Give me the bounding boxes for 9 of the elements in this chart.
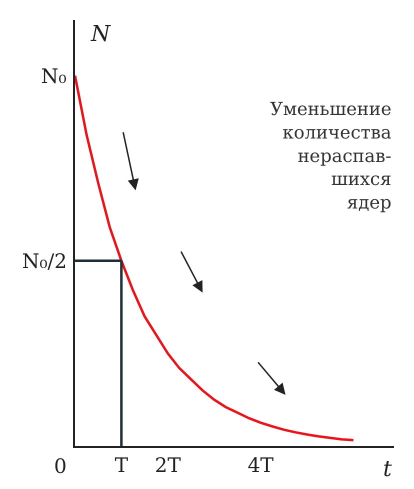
- text: 0: [54, 454, 67, 478]
- x-tick-label: 2T: [154, 453, 182, 477]
- text: N₀: [41, 64, 67, 88]
- x-tick-label: T: [114, 453, 129, 477]
- y-axis-title: N: [90, 22, 111, 47]
- annotation: Уменьшение количества нераспав- шихся ядер: [270, 99, 392, 214]
- x-tick-label: 4T: [248, 453, 274, 477]
- x-axis-title: t: [383, 457, 392, 482]
- text: N₀/2: [22, 249, 67, 273]
